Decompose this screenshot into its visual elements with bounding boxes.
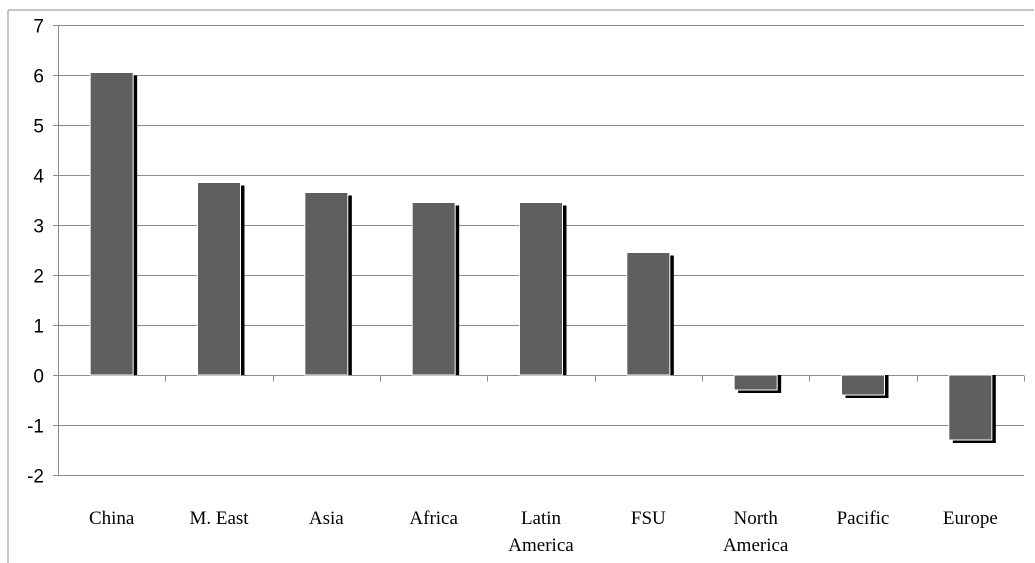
y-tick-label-0: 0 <box>33 367 44 388</box>
y-tick-label--1: -1 <box>27 417 44 438</box>
y-tick-label-6: 6 <box>33 67 44 88</box>
bar-north-america <box>733 374 778 391</box>
x-tick-label-europe: Europe <box>943 508 998 529</box>
y-tick-label--2: -2 <box>27 467 44 488</box>
y-tick-label-7: 7 <box>33 17 44 38</box>
x-tick-label-pacific: Pacific <box>837 508 890 529</box>
x-tick-label-latin-america: Latin America <box>508 508 574 556</box>
y-tick-label-3: 3 <box>33 217 44 238</box>
bars <box>89 72 996 443</box>
y-tick-label-1: 1 <box>33 317 44 338</box>
x-tick-label-africa: Africa <box>409 508 458 529</box>
bar-m-east <box>197 182 241 376</box>
y-tick-label-2: 2 <box>33 267 44 288</box>
y-tick-labels: -2 -1 0 1 2 3 4 5 6 7 <box>27 17 44 488</box>
bar-asia <box>304 192 349 376</box>
bar-africa <box>411 202 456 376</box>
bar-europe <box>948 374 993 441</box>
x-tick-labels: China M. East Asia Africa Latin America FSU Nor… <box>89 508 998 556</box>
bar-latin-america <box>519 202 563 376</box>
x-tick-label-china: China <box>89 508 135 529</box>
x-tick-label-asia: Asia <box>309 508 344 529</box>
y-tick-label-4: 4 <box>33 167 44 188</box>
x-tick-label-m-east: M. East <box>189 508 249 529</box>
bar-china <box>89 72 134 376</box>
x-tick-label-fsu: FSU <box>631 508 666 529</box>
bar-pacific <box>841 374 885 396</box>
x-tick-label-north-america: North America <box>723 508 789 556</box>
bar-fsu <box>626 252 671 376</box>
y-tick-label-5: 5 <box>33 117 44 138</box>
